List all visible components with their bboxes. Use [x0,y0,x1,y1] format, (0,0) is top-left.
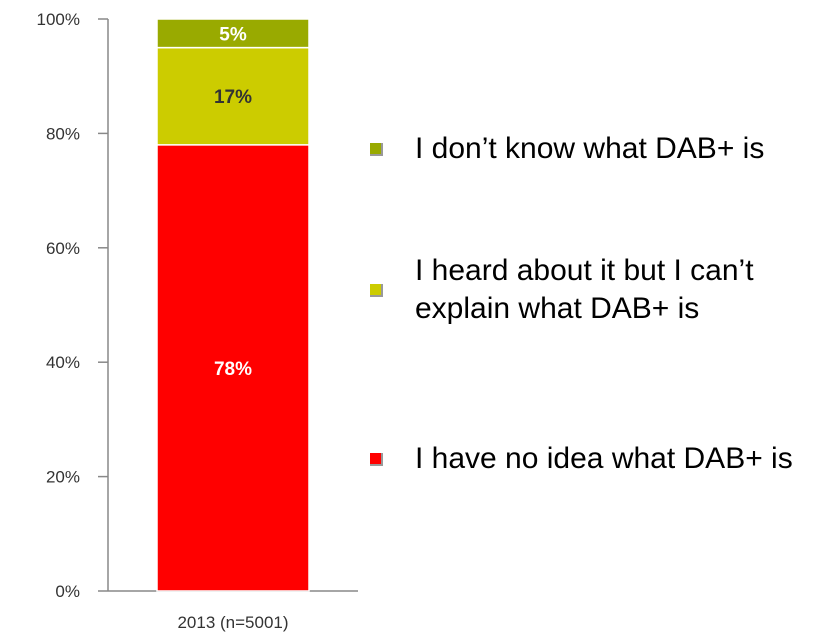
legend-label-dont-know: I don’t know what DAB+ is [415,130,815,168]
y-tick-label: 0% [55,582,80,601]
data-label-1: 17% [214,87,252,108]
y-tick-label: 20% [46,468,80,487]
data-label-0: 78% [214,359,252,380]
legend-label-heard-about: I heard about it but I can’t explain wha… [415,252,815,328]
legend-label-no-idea: I have no idea what DAB+ is [415,440,815,478]
legend-item-dont-know: I don’t know what DAB+ is [370,130,815,168]
legend-swatch-dont-know [370,143,383,156]
category-label: 2013 (n=5001) [177,613,288,632]
legend-item-no-idea: I have no idea what DAB+ is [370,440,815,478]
legend-swatch-no-idea [370,453,383,466]
y-tick-label: 40% [46,353,80,372]
data-label-2: 5% [219,24,247,45]
legend-item-heard-about: I heard about it but I can’t explain wha… [370,252,815,328]
y-tick-label: 80% [46,124,80,143]
legend-swatch-heard-about [370,284,383,297]
y-tick-label: 60% [46,239,80,258]
y-tick-label: 100% [37,10,80,29]
